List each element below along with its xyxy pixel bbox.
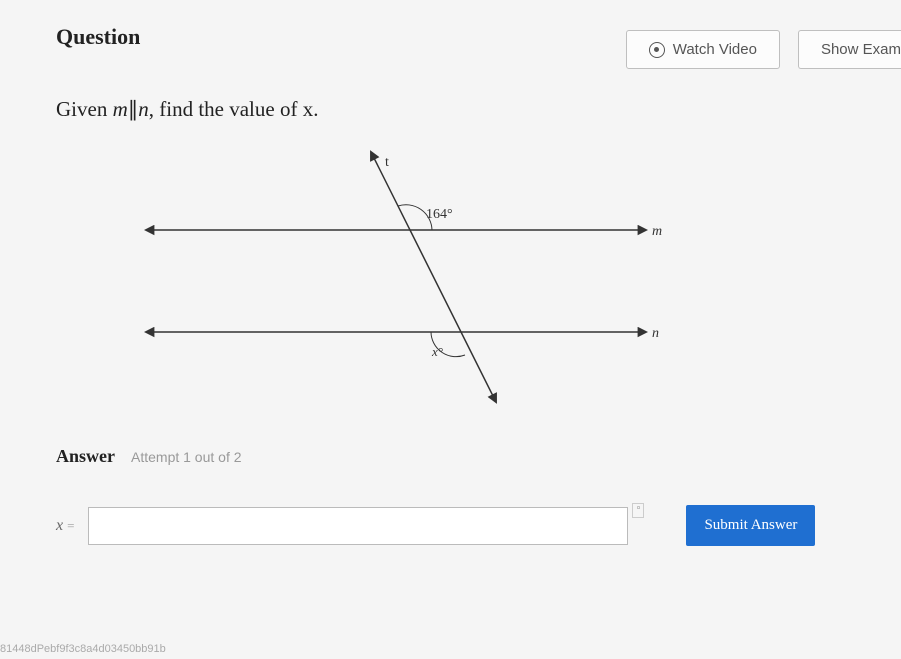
svg-text:n: n <box>652 326 659 341</box>
show-examples-button[interactable]: Show Exam <box>798 30 901 69</box>
prompt-suffix: , find the value of x. <box>149 97 319 121</box>
answer-input[interactable] <box>88 507 628 545</box>
parallel-lines-diagram: t 164° x° m n <box>126 142 686 422</box>
svg-text:164°: 164° <box>426 207 453 222</box>
question-prompt: Given m∥n, find the value of x. <box>56 97 901 122</box>
prompt-var-n: n <box>138 97 149 121</box>
svg-text:m: m <box>652 224 662 239</box>
degree-badge: ° <box>632 503 644 518</box>
equals-sign-icon: = <box>67 518 74 534</box>
attempt-label: Attempt 1 out of 2 <box>131 449 242 465</box>
x-equals-label: x = <box>56 517 74 535</box>
parallel-symbol-icon: ∥ <box>128 97 139 121</box>
watch-video-button[interactable]: Watch Video <box>626 30 780 69</box>
answer-var-x: x <box>56 517 63 535</box>
show-examples-label: Show Exam <box>821 41 901 58</box>
svg-text:x°: x° <box>431 344 443 359</box>
diagram-container: t 164° x° m n <box>86 142 726 422</box>
answer-input-row: x = ° Submit Answer <box>56 505 901 546</box>
submit-answer-button[interactable]: Submit Answer <box>686 505 815 546</box>
svg-text:t: t <box>385 155 389 170</box>
footer-id: 81448dPebf9f3c8a4d03450bb91b <box>0 643 166 655</box>
question-heading: Question <box>56 24 140 50</box>
header-buttons: Watch Video Show Exam <box>626 30 901 69</box>
watch-video-label: Watch Video <box>673 41 757 58</box>
play-circle-icon <box>649 42 665 58</box>
answer-section: Answer Attempt 1 out of 2 x = ° Submit A… <box>56 446 901 546</box>
answer-heading: Answer <box>56 446 115 466</box>
prompt-prefix: Given <box>56 97 113 121</box>
prompt-var-m: m <box>113 97 128 121</box>
